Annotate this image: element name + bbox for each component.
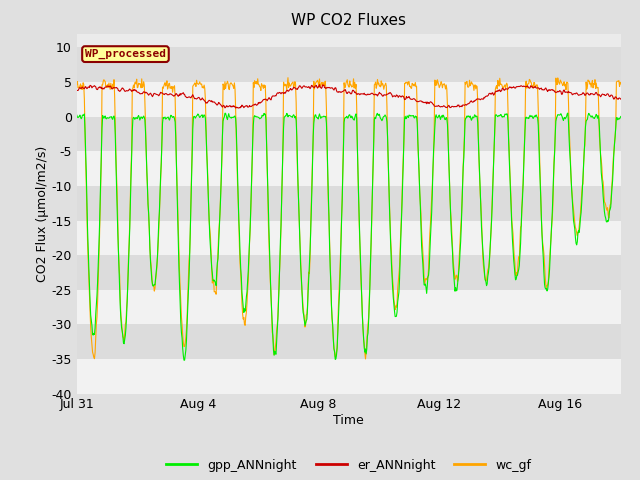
Bar	[77, 359, 621, 394]
Bar	[77, 324, 621, 359]
Bar	[77, 82, 621, 117]
Bar	[77, 151, 621, 186]
Bar	[77, 290, 621, 324]
Bar	[77, 186, 621, 220]
Bar	[77, 48, 621, 82]
Text: WP_processed: WP_processed	[85, 49, 166, 59]
Bar	[77, 255, 621, 290]
Bar	[77, 117, 621, 151]
Legend: gpp_ANNnight, er_ANNnight, wc_gf: gpp_ANNnight, er_ANNnight, wc_gf	[161, 454, 536, 477]
Y-axis label: CO2 Flux (μmol/m2/s): CO2 Flux (μmol/m2/s)	[36, 145, 49, 282]
X-axis label: Time: Time	[333, 414, 364, 427]
Bar	[77, 220, 621, 255]
Title: WP CO2 Fluxes: WP CO2 Fluxes	[291, 13, 406, 28]
